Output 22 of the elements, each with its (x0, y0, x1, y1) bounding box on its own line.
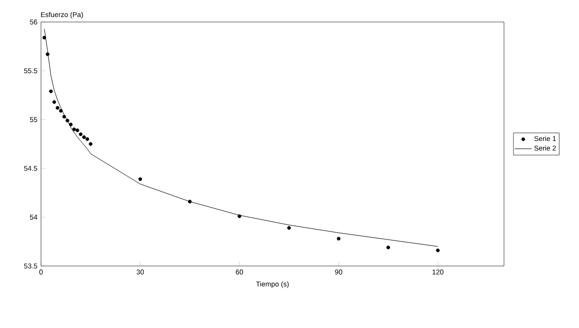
point (386, 246, 390, 250)
point (287, 226, 291, 230)
point (82, 135, 86, 140)
point (85, 137, 90, 141)
point (436, 248, 440, 252)
point (238, 214, 242, 218)
point (58, 108, 63, 113)
point (72, 128, 76, 132)
point (66, 118, 70, 122)
point (42, 36, 46, 40)
point (88, 142, 92, 146)
point (46, 52, 50, 56)
point (336, 236, 340, 241)
point (188, 200, 192, 204)
point (56, 106, 60, 110)
point (68, 122, 73, 126)
point (49, 89, 53, 94)
point (138, 177, 142, 181)
point (78, 132, 83, 136)
point (52, 100, 56, 104)
point (76, 128, 80, 132)
point (62, 114, 66, 119)
